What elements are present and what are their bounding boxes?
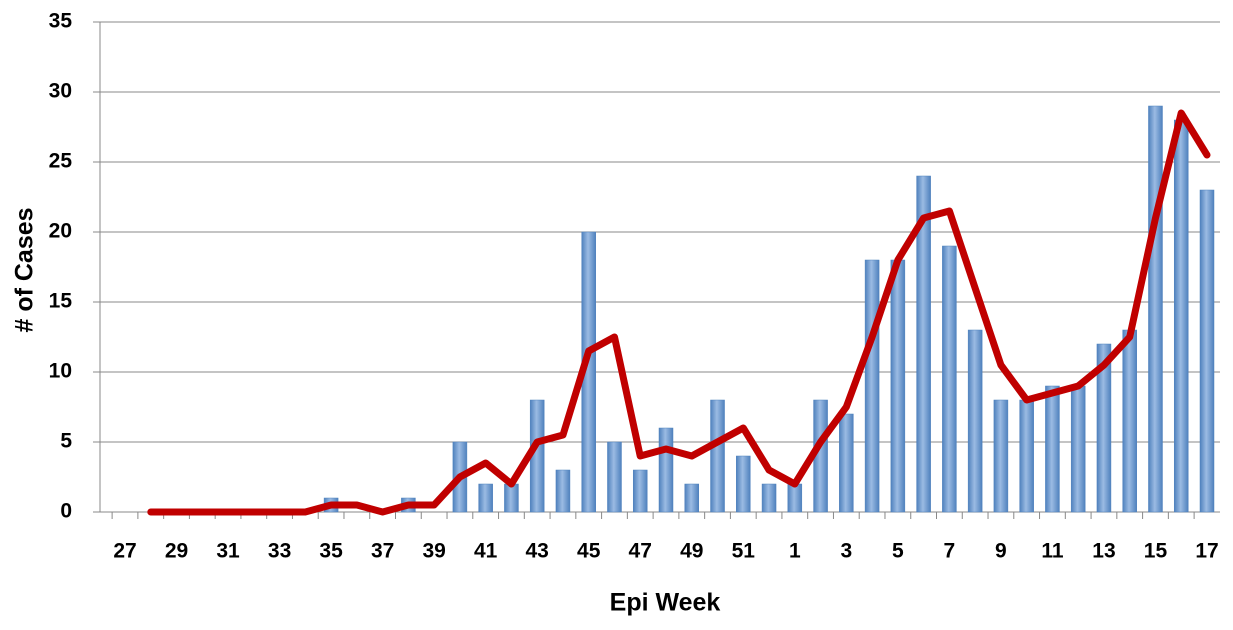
- bar: [1019, 399, 1034, 513]
- y-tick-label: 35: [49, 10, 73, 33]
- x-tick-label: 13: [1092, 540, 1115, 563]
- bar: [890, 259, 906, 513]
- bar: [761, 483, 777, 513]
- bar: [555, 469, 571, 513]
- bar: [916, 175, 931, 513]
- y-tick-label: 30: [49, 80, 72, 103]
- x-tick-label: 1: [789, 540, 801, 563]
- y-tick-label: 25: [49, 150, 73, 173]
- bar: [1096, 343, 1112, 513]
- x-tick-label: 17: [1195, 540, 1218, 563]
- x-tick-label: 51: [732, 540, 756, 563]
- bar: [684, 483, 700, 513]
- y-tick-label: 10: [49, 360, 72, 383]
- x-tick-label: 45: [577, 540, 601, 563]
- y-tick-label: 0: [60, 500, 72, 523]
- bar: [736, 455, 751, 513]
- bar: [710, 399, 725, 513]
- bar: [1122, 329, 1137, 513]
- bar: [1070, 385, 1086, 513]
- bar: [658, 427, 674, 513]
- y-tick-label: 5: [60, 430, 72, 453]
- x-tick-label: 29: [165, 540, 188, 563]
- x-tick-label: 39: [422, 540, 445, 563]
- bar: [478, 483, 493, 513]
- y-tick-label: 15: [49, 290, 73, 313]
- x-tick-label: 37: [371, 540, 394, 563]
- bar: [607, 441, 622, 513]
- x-tick-label: 31: [216, 540, 240, 563]
- x-tick-label: 11: [1041, 540, 1064, 563]
- x-tick-label: 33: [268, 540, 291, 563]
- trend-line: [147, 109, 1211, 516]
- x-tick-label: 15: [1144, 540, 1168, 563]
- x-axis-title: Epi Week: [610, 589, 721, 617]
- bar: [1148, 105, 1163, 513]
- x-tick-label: 49: [680, 540, 703, 563]
- bar: [1199, 189, 1215, 513]
- x-tick-label: 35: [319, 540, 343, 563]
- bar: [993, 399, 1009, 513]
- bar: [504, 483, 519, 513]
- bar: [1173, 119, 1189, 513]
- bar: [942, 245, 957, 513]
- bar: [864, 259, 880, 513]
- y-axis-title: # of Cases: [11, 207, 39, 332]
- y-tick-label: 20: [49, 220, 72, 243]
- bar: [787, 483, 803, 513]
- x-tick-label: 5: [892, 540, 904, 563]
- x-tick-label: 47: [629, 540, 652, 563]
- x-tick-label: 43: [526, 540, 549, 563]
- bar: [839, 413, 854, 513]
- x-tick-label: 41: [474, 540, 498, 563]
- x-tick-label: 27: [113, 540, 136, 563]
- bar: [1045, 385, 1060, 513]
- bar: [967, 329, 983, 513]
- x-tick-label: 7: [944, 540, 956, 563]
- bar: [632, 469, 648, 513]
- x-tick-label: 9: [995, 540, 1007, 563]
- x-tick-label: 3: [840, 540, 852, 563]
